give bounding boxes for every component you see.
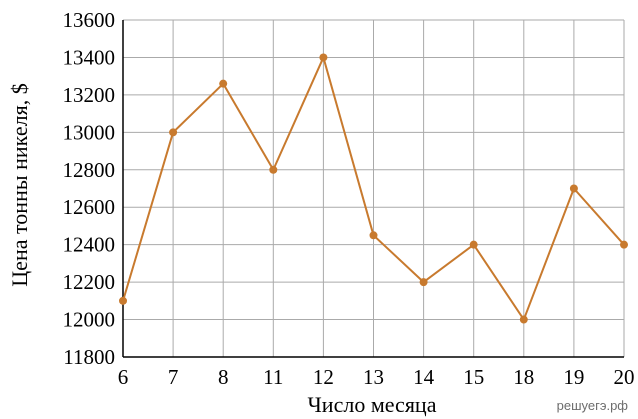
x-tick-label: 18 bbox=[513, 365, 534, 389]
x-tick-label: 6 bbox=[118, 365, 129, 389]
x-tick-label: 7 bbox=[168, 365, 179, 389]
data-point bbox=[620, 240, 628, 249]
y-axis-title: Цена тонны никеля, $ bbox=[7, 83, 32, 286]
y-tick-label: 12200 bbox=[63, 270, 116, 294]
data-point bbox=[369, 231, 378, 240]
data-point bbox=[419, 278, 428, 287]
y-tick-label: 12000 bbox=[63, 308, 116, 332]
x-tick-label: 19 bbox=[563, 365, 584, 389]
x-tick-label: 20 bbox=[614, 365, 635, 389]
x-axis-title: Число месяца bbox=[308, 392, 437, 417]
y-tick-label: 12400 bbox=[63, 233, 116, 257]
data-point bbox=[319, 53, 328, 62]
x-tick-label: 15 bbox=[463, 365, 484, 389]
grid-lines bbox=[122, 19, 625, 358]
x-tick-label: 8 bbox=[218, 365, 229, 389]
y-tick-label: 12600 bbox=[63, 195, 116, 219]
data-point bbox=[269, 165, 278, 174]
data-point bbox=[219, 79, 228, 88]
y-tick-label: 13200 bbox=[63, 83, 116, 107]
data-point bbox=[469, 240, 478, 249]
y-tick-label: 13600 bbox=[63, 8, 116, 32]
data-point bbox=[569, 184, 578, 193]
watermark: решуегэ.рф bbox=[557, 398, 629, 413]
x-tick-labels: 6 7 8 11 12 13 14 15 18 19 20 bbox=[118, 365, 635, 389]
x-tick-label: 11 bbox=[263, 365, 283, 389]
y-tick-label: 13000 bbox=[63, 120, 116, 144]
data-point bbox=[119, 296, 127, 305]
x-tick-label: 13 bbox=[363, 365, 384, 389]
x-tick-label: 12 bbox=[313, 365, 334, 389]
y-tick-labels: 11800 12000 12200 12400 12600 12800 13000 13200… bbox=[63, 8, 116, 369]
y-tick-label: 12800 bbox=[63, 158, 116, 182]
data-point bbox=[519, 315, 528, 324]
y-tick-label: 11800 bbox=[63, 345, 115, 369]
data-point bbox=[169, 128, 178, 137]
x-tick-label: 14 bbox=[413, 365, 435, 389]
y-tick-label: 13400 bbox=[63, 45, 116, 69]
series-nickel-price bbox=[119, 53, 628, 324]
